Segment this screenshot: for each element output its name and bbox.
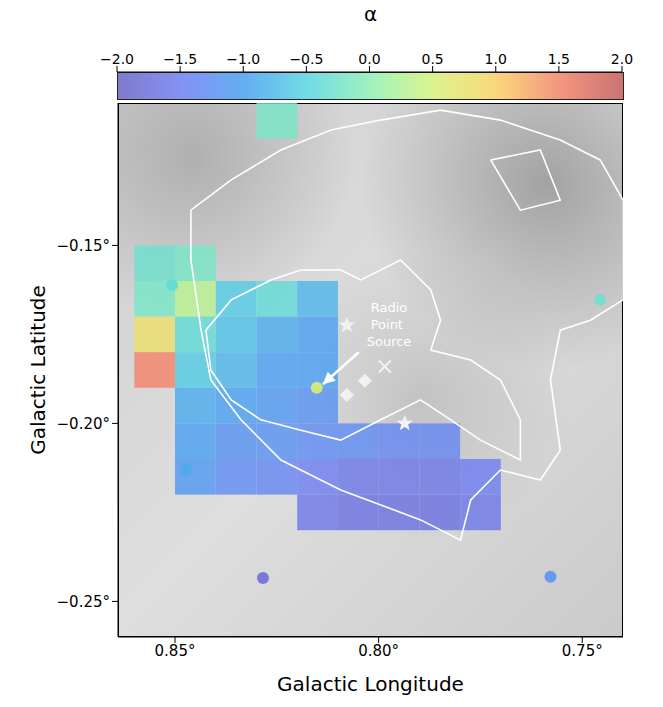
svg-text:1.5: 1.5 bbox=[548, 51, 570, 67]
svg-text:2.0: 2.0 bbox=[611, 51, 633, 67]
svg-text:−0.15°: −0.15° bbox=[57, 237, 110, 255]
svg-text:0.85°: 0.85° bbox=[155, 642, 196, 660]
svg-text:Galactic Latitude: Galactic Latitude bbox=[26, 285, 50, 455]
svg-text:Galactic Longitude: Galactic Longitude bbox=[277, 672, 464, 696]
svg-text:−0.20°: −0.20° bbox=[57, 415, 110, 433]
svg-text:0.75°: 0.75° bbox=[562, 642, 603, 660]
svg-text:0.80°: 0.80° bbox=[358, 642, 399, 660]
svg-text:−1.5: −1.5 bbox=[163, 51, 197, 67]
svg-text:−1.0: −1.0 bbox=[226, 51, 260, 67]
svg-text:−2.0: −2.0 bbox=[100, 51, 134, 67]
svg-text:0.5: 0.5 bbox=[421, 51, 443, 67]
svg-text:−0.5: −0.5 bbox=[289, 51, 323, 67]
svg-text:0.0: 0.0 bbox=[358, 51, 380, 67]
svg-text:−0.25°: −0.25° bbox=[57, 593, 110, 611]
svg-text:RadioPointSource: RadioPointSource bbox=[367, 300, 412, 349]
svg-text:1.0: 1.0 bbox=[485, 51, 507, 67]
html-text:α: α bbox=[363, 2, 378, 26]
